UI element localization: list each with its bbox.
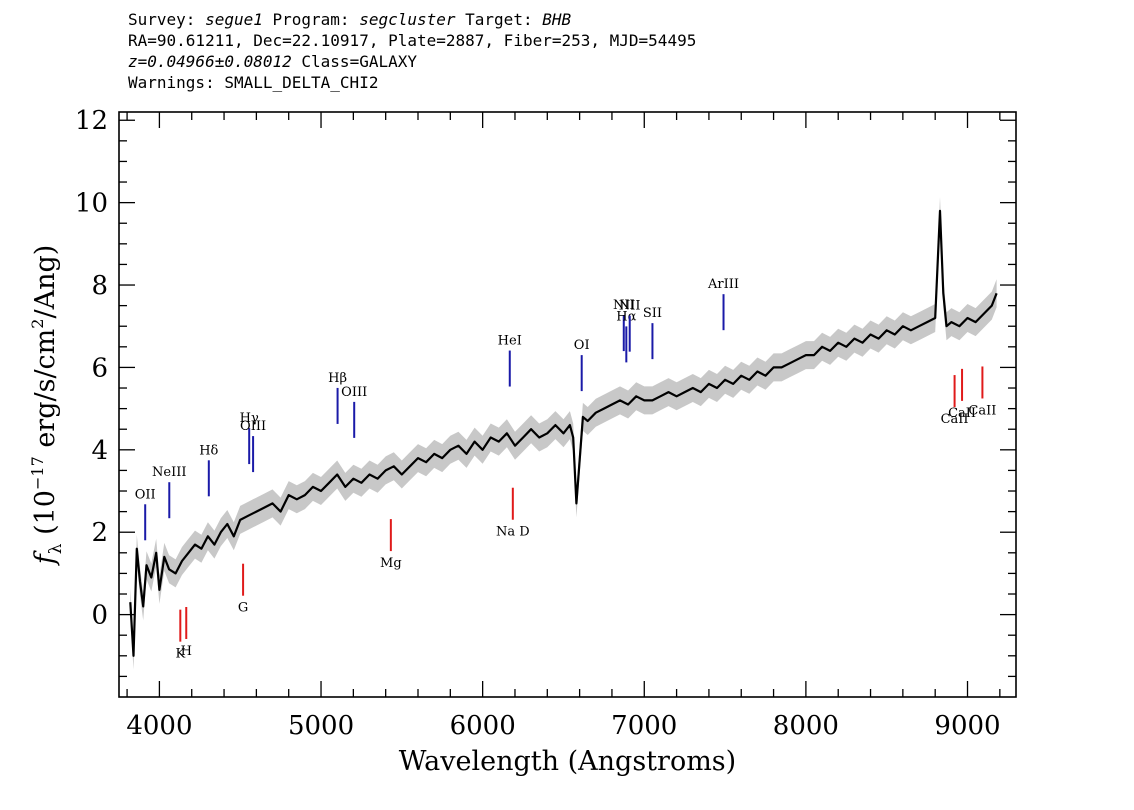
target-label: Target: — [455, 10, 543, 29]
x-tick-label: 7000 — [611, 711, 677, 741]
emission-line-label: Hδ — [199, 443, 218, 458]
absorption-line-label: CaII — [941, 412, 969, 427]
x-tick-labels: 4000 5000 6000 7000 8000 9000 — [126, 711, 1000, 741]
y-tick-label: 12 — [75, 106, 108, 136]
emission-line-label: OI — [574, 338, 590, 353]
emission-line-label: Hγ — [240, 411, 259, 426]
program-label: Program: — [262, 10, 360, 29]
axis-ticks — [119, 112, 1016, 697]
x-tick-label: 5000 — [288, 711, 354, 741]
header-line-redshift: z=0.04966±0.08012 Class=GALAXY — [128, 51, 1028, 72]
survey-value: segue1 — [205, 10, 263, 29]
y-tick-labels: 0 2 4 6 8 10 12 — [75, 106, 108, 630]
y-tick-label: 4 — [91, 436, 108, 466]
y-tick-label: 2 — [91, 518, 108, 548]
emission-line-label: NII — [619, 299, 641, 314]
emission-line-label: NeIII — [152, 465, 186, 480]
emission-line-label: OII — [135, 487, 156, 502]
absorption-line-label: Mg — [380, 556, 402, 571]
y-tick-label: 10 — [75, 189, 108, 219]
absorption-line-label: CaII — [948, 406, 976, 421]
x-tick-label: 6000 — [450, 711, 516, 741]
absorption-line-label: Na D — [496, 525, 530, 540]
emission-line-label: SII — [643, 306, 662, 321]
header-line-survey: Survey: segue1 Program: segcluster Targe… — [128, 9, 1028, 30]
absorption-line-label: H — [181, 644, 192, 659]
redshift-value: z=0.04966±0.08012 — [128, 52, 292, 71]
y-label-subscript: λ — [46, 543, 66, 554]
emission-line-label: Hβ — [328, 371, 347, 386]
y-label-units: erg/s/cm — [30, 329, 61, 457]
absorption-line-label: K — [175, 647, 185, 662]
y-tick-label: 0 — [91, 601, 108, 631]
x-tick-label: 8000 — [773, 711, 839, 741]
x-tick-label: 9000 — [934, 711, 1000, 741]
survey-label: Survey: — [128, 10, 206, 29]
emission-line-label: NII — [613, 298, 635, 313]
x-tick-label: 4000 — [126, 711, 192, 741]
y-label-cm-exponent: 2 — [28, 319, 47, 329]
absorption-line-label: CaII — [968, 403, 996, 418]
absorption-line-label: G — [238, 601, 248, 616]
y-tick-label: 8 — [91, 271, 108, 301]
y-label-main: (10 — [30, 490, 61, 543]
emission-line-label: HeI — [498, 334, 522, 349]
program-value: segcluster — [359, 10, 456, 29]
header-line-warnings: Warnings: SMALL_DELTA_CHI2 — [128, 73, 379, 92]
emission-line-label: Hα — [616, 309, 636, 324]
smoothed-flux-line — [129, 209, 998, 657]
y-axis-label: fλ (10−17 erg/s/cm2/Ang) — [28, 245, 66, 567]
emission-line-label: OIII — [341, 385, 367, 400]
emission-line-label: ArIII — [707, 277, 739, 292]
y-label-end: /Ang) — [30, 245, 61, 319]
target-value: BHB — [542, 10, 572, 29]
header-line-coordinates: RA=90.61211, Dec=22.10917, Plate=2887, F… — [128, 31, 697, 50]
x-axis-label: Wavelength (Angstroms) — [399, 746, 736, 777]
smoothed-flux-layer — [129, 209, 998, 657]
class-value: Class=GALAXY — [291, 52, 417, 71]
plot-frame — [118, 111, 1017, 698]
y-label-exponent: −17 — [28, 456, 47, 490]
spectrum-header: Survey: segue1 Program: segcluster Targe… — [128, 9, 1028, 93]
y-tick-label: 6 — [91, 353, 108, 383]
emission-line-label: OIII — [240, 419, 266, 434]
